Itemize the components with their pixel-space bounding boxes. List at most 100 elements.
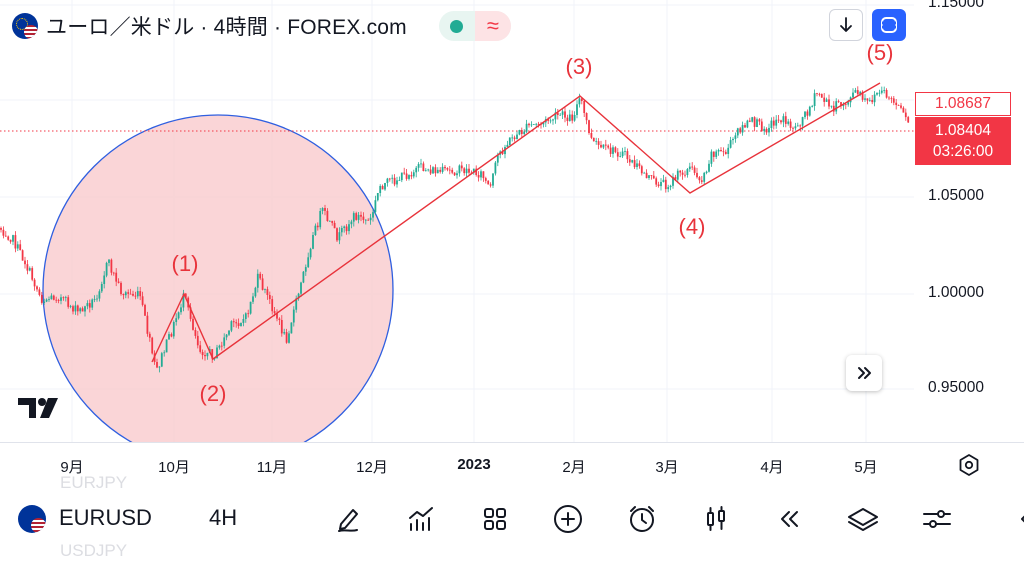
candle-body [789, 121, 792, 128]
candle-body [391, 177, 394, 179]
candle-body [45, 299, 48, 302]
object-tree-button[interactable] [845, 501, 881, 537]
candle-body [744, 125, 746, 128]
candle-body [904, 112, 907, 118]
candle-body [840, 102, 842, 107]
alert-price-tag[interactable]: 1.08687 [915, 92, 1011, 116]
candle-body [578, 98, 581, 105]
fullscreen-button[interactable] [872, 9, 906, 41]
candle-body [768, 127, 770, 133]
candle-body [434, 167, 437, 174]
candle-body [835, 101, 838, 112]
candle-body [871, 100, 874, 103]
candle-body [182, 293, 185, 308]
candle-body [604, 144, 607, 146]
candle-body [640, 166, 643, 174]
candle-body [441, 166, 444, 172]
candle-body [374, 200, 377, 213]
candle-body [811, 106, 814, 107]
add-symbol-button[interactable] [550, 501, 586, 537]
candle-body [518, 130, 521, 135]
grid-icon [484, 508, 506, 530]
candle-body [597, 141, 600, 145]
candle-body [84, 306, 86, 312]
candle-body [369, 217, 372, 221]
candle-body [698, 177, 701, 181]
candle-body [722, 151, 725, 153]
chart-type-button[interactable] [698, 501, 734, 537]
symbol-button[interactable]: EURUSD [59, 505, 152, 530]
candle-body [566, 117, 569, 121]
candle-body [712, 151, 715, 157]
candle-body [760, 121, 763, 132]
candle-body [530, 124, 533, 126]
candle-body [177, 312, 180, 319]
candle-body [780, 120, 782, 123]
candle-body [508, 137, 511, 145]
candle-body [458, 165, 461, 174]
candle-body [408, 175, 410, 179]
candle-body [444, 166, 446, 169]
candle-body [285, 332, 288, 343]
candle-body [160, 353, 163, 367]
candle-body [235, 322, 238, 324]
candle-body [585, 113, 588, 121]
candle-body [590, 133, 593, 138]
layout-button[interactable] [477, 501, 513, 537]
download-button[interactable] [829, 9, 863, 41]
candle-body [832, 105, 835, 112]
candle-body [9, 239, 12, 242]
candle-body [660, 182, 662, 187]
candle-body [681, 172, 684, 175]
candle-body [897, 105, 900, 106]
settings-button[interactable] [919, 501, 955, 537]
candle-body [314, 225, 317, 235]
candle-body [813, 93, 816, 106]
candle-body [609, 147, 612, 154]
price-label: 1.05000 [928, 187, 985, 204]
candle-body [396, 180, 398, 185]
candle-body [50, 295, 53, 300]
candle-body [664, 179, 667, 190]
alert-button[interactable] [624, 501, 660, 537]
candle-body [156, 362, 158, 368]
candle-body [830, 105, 833, 107]
price-chart[interactable] [0, 0, 1024, 442]
candle-body [204, 355, 206, 357]
alarm-clock-icon [630, 506, 654, 532]
replay-button[interactable] [771, 501, 807, 537]
candle-body [576, 104, 578, 115]
candle-body [141, 296, 144, 305]
candle-body [501, 151, 504, 154]
candle-body [564, 111, 566, 118]
time-label: 12月 [356, 459, 388, 476]
axis-settings-icon[interactable] [956, 452, 982, 478]
candle-body [900, 105, 902, 108]
time-axis[interactable]: 9月 10月 11月 12月 2023 2月 3月 4月 5月 [0, 442, 1024, 487]
candle-body [93, 299, 96, 300]
candle-body [352, 213, 355, 222]
drawing-tools-button[interactable] [330, 501, 366, 537]
candles-icon [707, 506, 725, 531]
market-status-pill[interactable]: ≈ [438, 11, 511, 41]
interval-button[interactable]: 4H [209, 505, 238, 530]
candle-body [753, 117, 756, 127]
time-label: 5月 [854, 459, 878, 476]
price-axis[interactable]: 1.15000 1.05000 1.00000 0.95000 [914, 0, 1024, 442]
candle-body [112, 272, 115, 274]
time-label: 9月 [60, 459, 84, 476]
candle-body [312, 235, 314, 249]
scroll-to-realtime-button[interactable] [846, 355, 882, 391]
candle-body [321, 208, 324, 211]
candle-body [268, 295, 271, 300]
chart-area[interactable]: ユーロ／米ドル · 4時間 · FOREX.com ≈ 1.15000 1.05… [0, 0, 1024, 442]
candle-body [168, 334, 170, 340]
candle-body [259, 273, 262, 279]
candle-body [607, 145, 610, 148]
candle-body [175, 318, 178, 322]
scroll-left-button[interactable] [1002, 501, 1024, 537]
indicators-button[interactable] [403, 501, 439, 537]
candle-body [372, 212, 374, 218]
market-open-icon [450, 19, 464, 33]
pen-icon [338, 509, 358, 532]
